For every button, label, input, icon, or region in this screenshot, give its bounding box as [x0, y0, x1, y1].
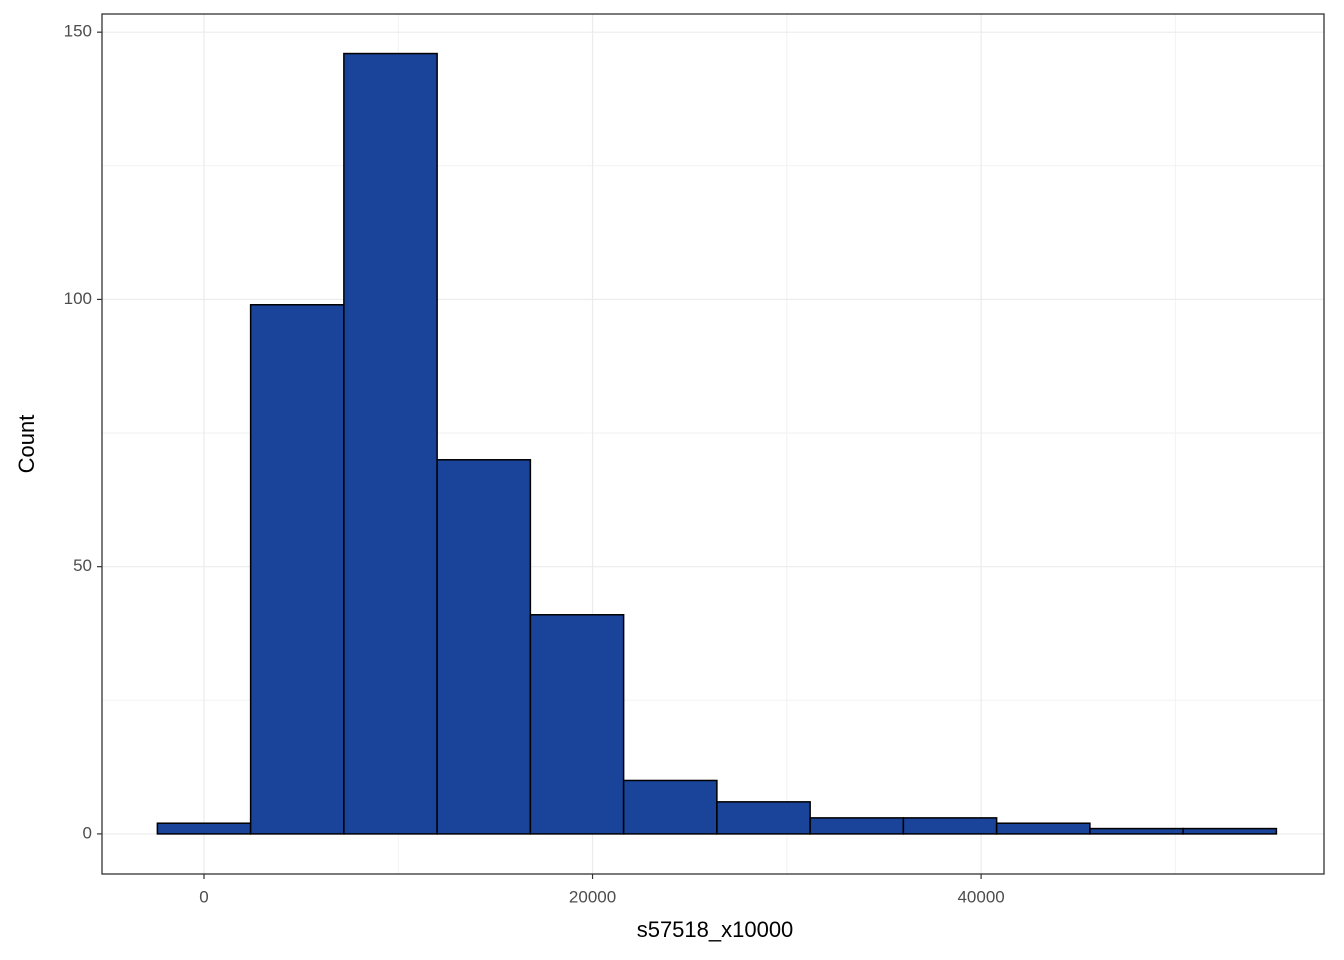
y-tick-label: 0 [83, 823, 92, 842]
y-tick-label: 100 [64, 289, 92, 308]
bar [529, 614, 625, 835]
bar [995, 822, 1091, 835]
x-tick-label: 40000 [957, 887, 1004, 906]
bar [902, 817, 998, 835]
bar [1089, 827, 1184, 835]
y-axis-title: Count [14, 415, 39, 474]
panel-border [101, 13, 1325, 875]
bar [343, 52, 438, 835]
x-tick-label: 0 [199, 887, 208, 906]
bar [1182, 827, 1278, 835]
y-tick-label: 150 [64, 22, 92, 41]
bar [809, 817, 905, 835]
x-tick-label: 20000 [569, 887, 616, 906]
x-axis-title: s57518_x10000 [637, 917, 794, 942]
y-tick-label: 50 [73, 556, 92, 575]
bar [156, 822, 252, 835]
bar [249, 304, 345, 835]
bar [436, 459, 532, 835]
bar [716, 801, 811, 835]
bar [622, 779, 718, 835]
